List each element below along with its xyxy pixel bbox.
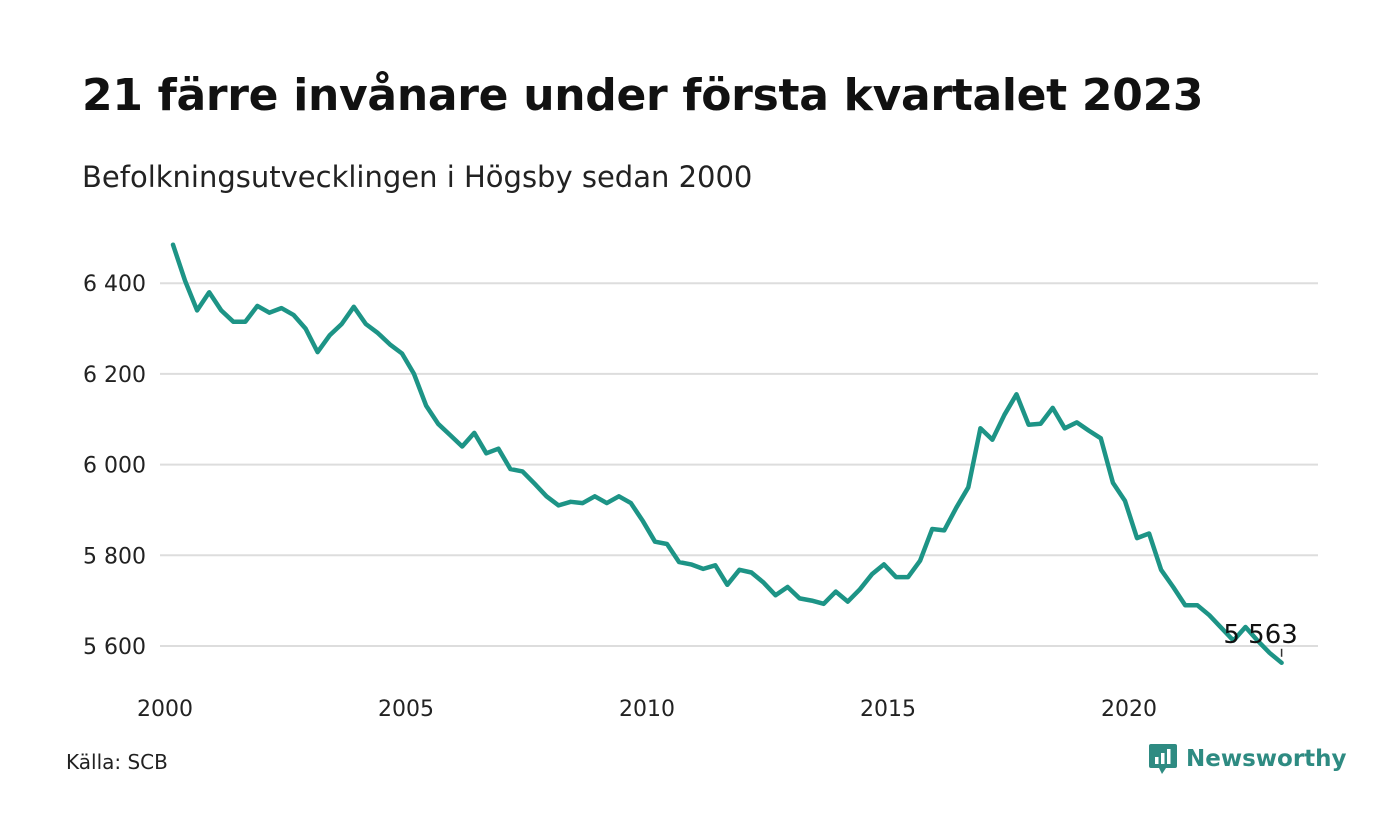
population-line [170, 242, 1284, 666]
x-tick-label: 2000 [137, 697, 193, 722]
y-tick-label: 5 800 [83, 544, 146, 569]
end-value-label: 5 563 [1223, 620, 1297, 650]
x-tick-label: 2020 [1101, 697, 1157, 722]
chart-title: 21 färre invånare under första kvartalet… [82, 70, 1204, 121]
y-tick-label: 6 000 [83, 454, 146, 479]
x-tick-label: 2010 [619, 697, 675, 722]
chart-speech-bubble-icon [1149, 744, 1177, 774]
chart-subtitle: Befolkningsutvecklingen i Högsby sedan 2… [82, 160, 753, 194]
brand-logo: Newsworthy [1148, 742, 1347, 776]
y-tick-label: 6 200 [83, 363, 146, 388]
source-note: Källa: SCB [66, 750, 168, 774]
x-tick-label: 2015 [860, 697, 916, 722]
y-tick-label: 6 400 [83, 272, 146, 297]
y-tick-label: 5 600 [83, 635, 146, 660]
brand-name: Newsworthy [1186, 746, 1347, 772]
y-axis-tick-labels: 5 600 5 800 6 000 6 200 6 400 [83, 272, 146, 660]
x-axis-tick-labels: 2000 2005 2010 2015 2020 [137, 697, 1157, 722]
gridlines [160, 282, 1318, 647]
x-tick-label: 2005 [378, 697, 434, 722]
